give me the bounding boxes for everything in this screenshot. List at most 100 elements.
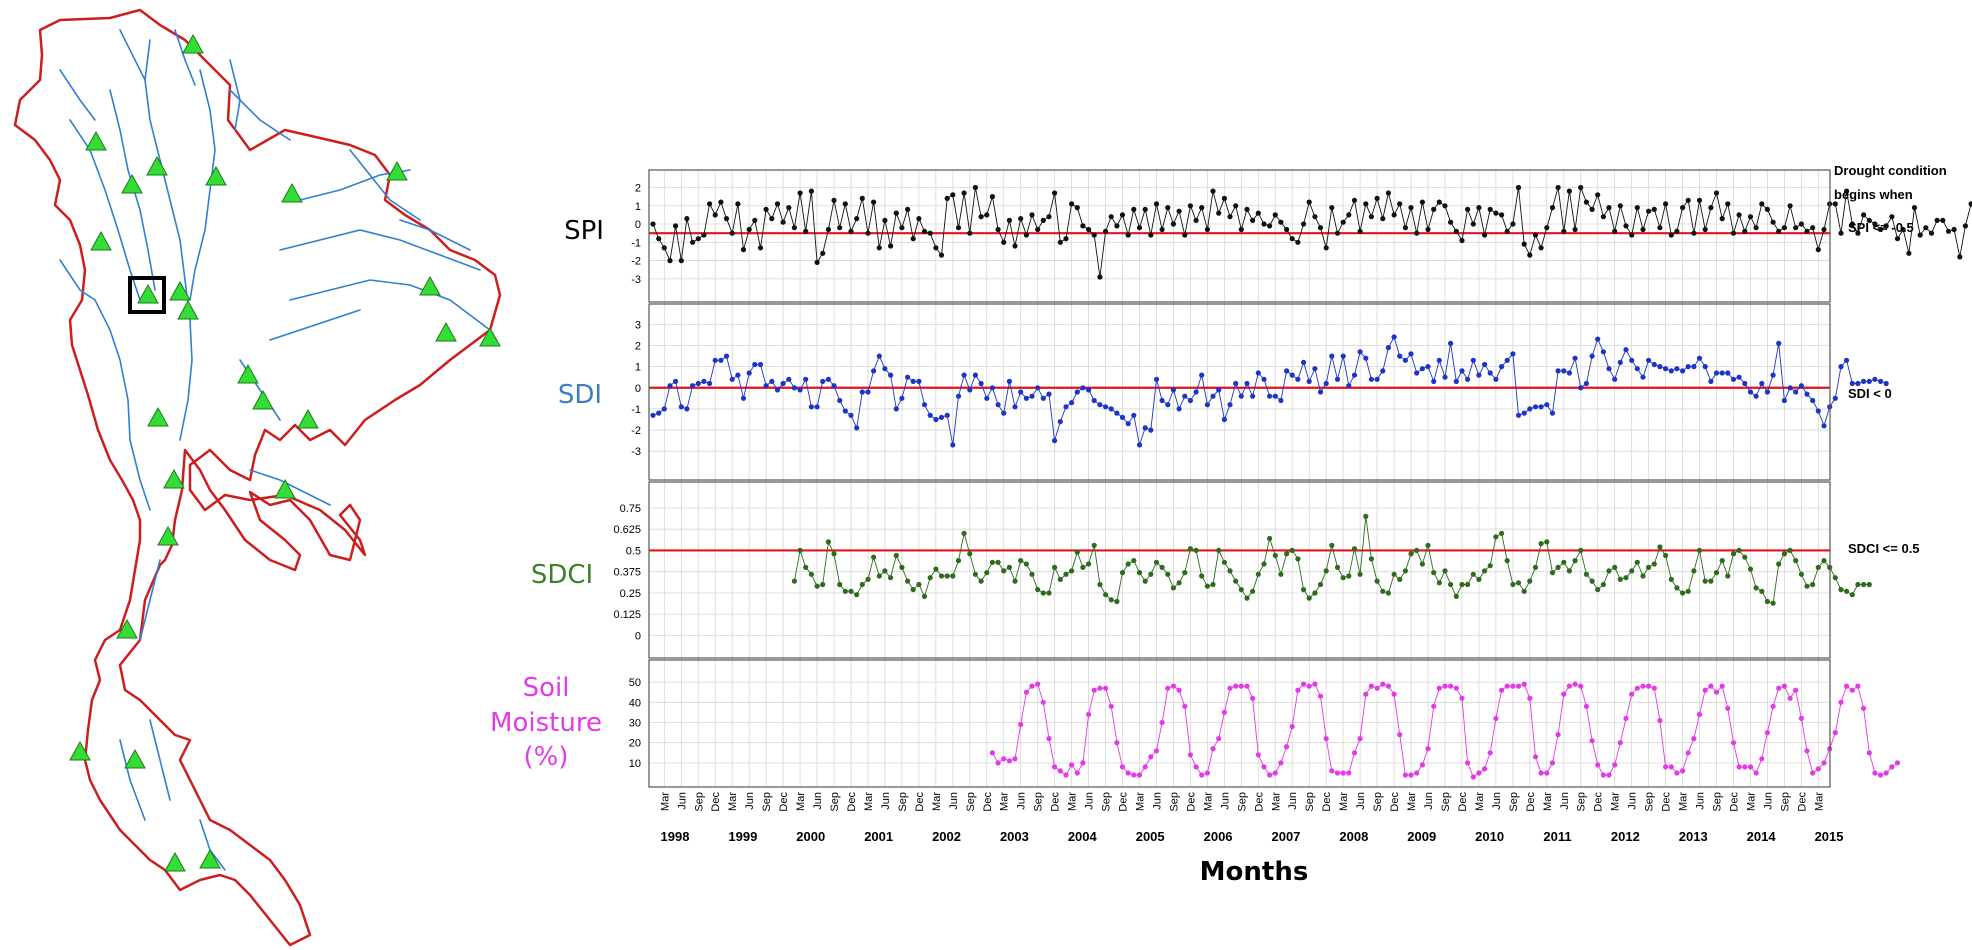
x-month-label: Jun [1559,792,1571,810]
station-icon [479,326,501,347]
data-point-sdi [1708,378,1714,384]
data-point-spi [1244,206,1250,212]
x-month-label: Jun [1355,792,1367,810]
data-point-spi [1142,206,1148,212]
y-tick-label: 40 [629,697,641,709]
x-month-label: Dec [1525,792,1537,812]
data-point-sdi [1493,376,1499,382]
x-month-label: Mar [1678,792,1690,811]
data-point-sdi [1815,408,1821,414]
data-point-sdi [1810,397,1816,404]
data-point-spi [1640,226,1646,233]
x-month-label: Dec [1118,792,1130,812]
x-month-label: Sep [1372,792,1384,812]
data-point-sdci [1086,561,1092,567]
data-point-spi [916,216,922,222]
data-point-soil [1091,687,1097,693]
data-point-sdci [1515,580,1522,586]
data-point-spi [684,216,690,222]
data-point-sdci [859,581,865,588]
data-point-soil [1878,772,1884,778]
y-tick-label: 1 [635,201,641,213]
data-point-spi [1702,226,1708,233]
data-point-soil [1583,703,1589,709]
data-point-sdi [1114,410,1120,416]
data-point-spi [1578,184,1584,191]
data-point-sdci [1696,547,1703,554]
series-line-sdi [652,335,1887,447]
data-point-sdci [1114,598,1120,605]
data-point-sdi [1713,370,1720,376]
data-point-spi [921,228,928,234]
data-point-soil [1691,736,1697,742]
data-point-sdi [1606,366,1612,372]
data-point-soil [1204,770,1210,776]
data-point-sdci [1764,598,1770,605]
data-point-soil [1725,705,1731,711]
data-point-sdci [1414,547,1420,554]
data-point-sdi [1153,376,1160,382]
data-point-sdci [882,568,888,574]
x-month-label: Mar [1202,792,1214,811]
data-point-sdi [1793,389,1799,395]
data-point-sdi [955,393,962,399]
data-point-soil [1431,703,1437,709]
y-tick-label: 0 [635,383,641,395]
river-10 [279,229,481,271]
y-tick-label: 2 [635,340,641,352]
data-point-spi [1431,206,1437,212]
data-point-sdi [667,383,673,389]
data-point-soil [1029,683,1035,689]
data-point-soil [1227,685,1233,691]
river-3 [189,69,216,301]
data-point-sdci [1493,534,1499,540]
data-point-sdi [1527,406,1533,412]
data-point-spi [1448,219,1454,225]
data-point-spi [882,217,888,223]
data-point-sdi [1770,372,1776,378]
data-point-sdci [1504,558,1510,564]
data-point-soil [1216,736,1222,742]
data-point-spi [1663,201,1669,207]
data-point-sdci [1238,587,1244,593]
data-point-soil [1555,732,1561,738]
data-point-sdci [1391,571,1397,577]
data-point-sdi [797,387,803,393]
station-icon [164,851,186,872]
data-point-soil [1482,766,1488,772]
data-point-soil [1600,772,1606,778]
data-point-soil [1136,772,1143,778]
data-point-sdci [1742,554,1748,560]
data-point-soil [1119,764,1126,770]
data-point-soil [1035,681,1041,687]
data-point-soil [1210,746,1216,752]
data-point-spi [1629,232,1635,238]
data-point-sdci [1470,571,1476,577]
data-point-sdi [1408,351,1414,357]
data-point-sdi [1074,389,1080,395]
data-point-sdci [1448,581,1454,588]
data-point-sdi [1097,402,1103,408]
data-point-sdi [1193,389,1199,395]
x-month-label: Sep [965,792,977,812]
data-point-sdi [1600,349,1606,355]
station-icon [121,173,143,194]
data-point-spi [938,252,945,258]
data-point-sdi [1334,376,1341,382]
data-point-sdi [1363,355,1369,361]
data-point-sdci [995,559,1001,565]
data-point-soil [1108,703,1114,709]
data-point-sdi [1001,410,1007,416]
data-point-spi [1210,188,1216,194]
data-point-spi [905,206,911,212]
data-point-sdi [888,372,894,378]
x-month-label: Mar [1745,792,1757,811]
data-point-soil [1674,770,1680,776]
data-point-spi [1510,221,1516,227]
data-point-spi [1108,214,1114,220]
data-point-sdci [1402,568,1408,574]
data-point-sdi [927,412,933,418]
data-point-sdi [1482,361,1488,368]
data-point-sdi [1086,387,1092,393]
data-point-spi [1499,212,1505,218]
